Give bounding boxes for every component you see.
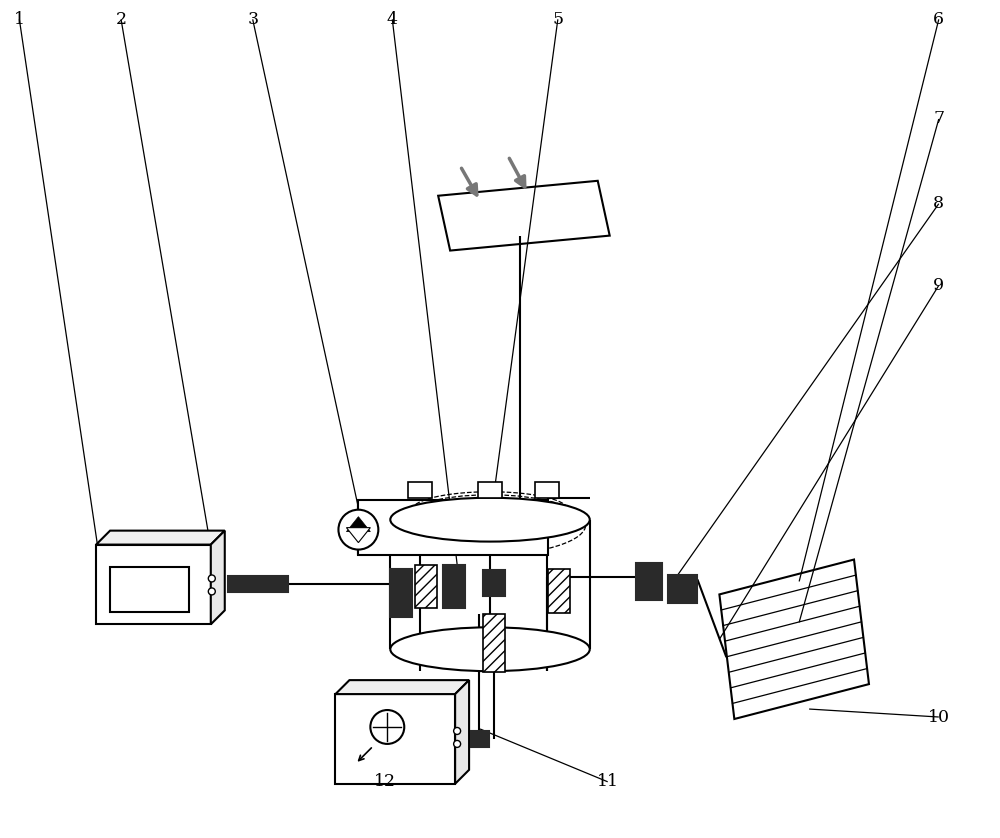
Polygon shape (719, 560, 869, 719)
Circle shape (370, 710, 404, 744)
Polygon shape (346, 528, 370, 542)
Circle shape (454, 741, 461, 747)
Polygon shape (211, 530, 225, 624)
Bar (390, 570, 412, 618)
Bar (483, 571, 505, 597)
Text: 12: 12 (374, 773, 396, 790)
Text: 11: 11 (597, 773, 619, 790)
Circle shape (208, 575, 215, 582)
Ellipse shape (390, 498, 590, 541)
Ellipse shape (390, 628, 590, 671)
Bar (668, 576, 697, 603)
Text: 10: 10 (928, 708, 950, 726)
Text: 7: 7 (933, 111, 944, 127)
Text: 2: 2 (115, 11, 127, 28)
Circle shape (338, 510, 378, 550)
Bar (228, 577, 288, 592)
Circle shape (208, 588, 215, 595)
Text: 9: 9 (933, 277, 944, 294)
Text: 6: 6 (933, 11, 944, 28)
Bar (408, 482, 432, 498)
Text: 5: 5 (552, 11, 563, 28)
Polygon shape (335, 680, 469, 694)
Polygon shape (346, 517, 370, 531)
Bar (335, 694, 455, 784)
Circle shape (454, 727, 461, 734)
Text: 1: 1 (14, 11, 25, 28)
Bar (96, 545, 211, 624)
Bar (358, 499, 548, 555)
Bar (110, 566, 189, 613)
Text: 4: 4 (387, 11, 398, 28)
Bar (415, 565, 437, 608)
Bar (443, 565, 465, 608)
Bar (535, 482, 559, 498)
Bar (636, 562, 662, 600)
Polygon shape (438, 181, 610, 251)
Bar (548, 570, 570, 613)
Bar (483, 614, 505, 672)
Text: 3: 3 (247, 11, 258, 28)
Text: 8: 8 (933, 195, 944, 212)
Bar (471, 731, 489, 747)
Polygon shape (96, 530, 225, 545)
Bar (478, 482, 502, 498)
Polygon shape (455, 680, 469, 784)
